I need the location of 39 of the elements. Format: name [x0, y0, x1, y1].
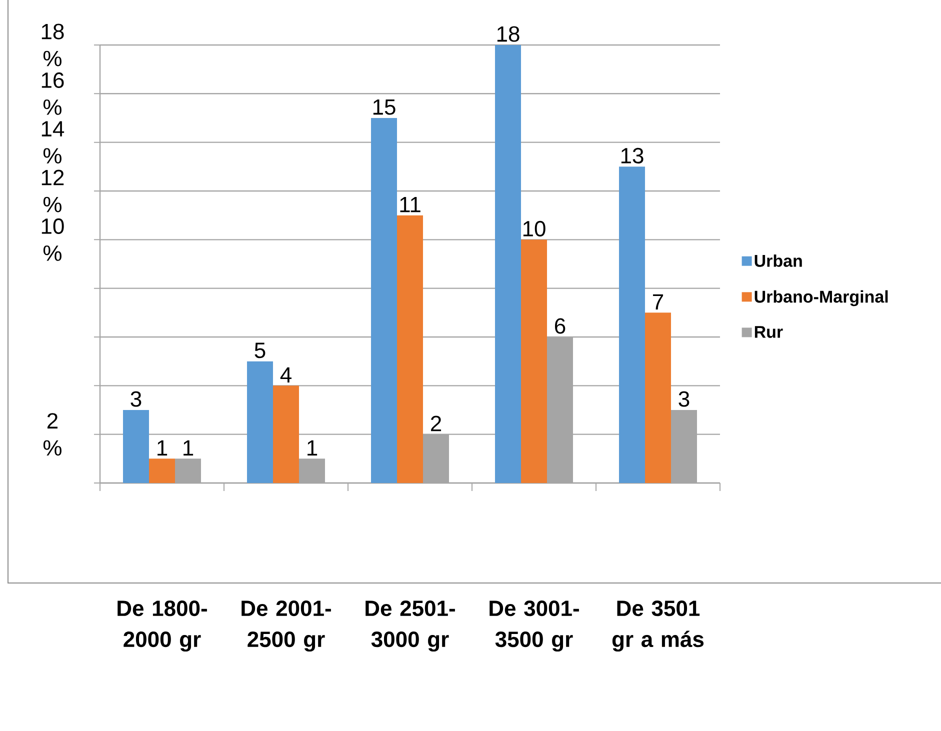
legend-label: Urbano-Marginal: [754, 290, 888, 306]
data-label: 5: [254, 342, 266, 358]
data-label: 6: [555, 318, 566, 334]
legend-label: Urban: [754, 254, 802, 267]
bar: [247, 361, 274, 483]
x-tick-label: De 2501-3000 gr: [366, 600, 455, 652]
bar: [149, 458, 176, 483]
data-label: 1: [158, 440, 168, 456]
y-tick-label: 2 %: [43, 413, 62, 456]
y-tick-label: 14 %: [42, 121, 64, 164]
data-label: 7: [653, 294, 664, 310]
bar: [521, 240, 548, 483]
bar: [123, 410, 150, 483]
data-label: 4: [280, 367, 292, 382]
y-tick-label: 12 %: [42, 170, 64, 212]
x-tick-label: De 1800-2000 gr: [118, 600, 207, 652]
x-tick-label: De 3001-3500 gr: [490, 600, 579, 652]
bar: [371, 118, 398, 483]
data-label: 13: [621, 148, 644, 164]
data-label: 3: [130, 391, 142, 407]
y-tick-label: 10 %: [42, 218, 64, 261]
data-label: 10: [523, 220, 546, 236]
legend-label: Rur: [754, 326, 783, 338]
data-label: 18: [497, 26, 520, 42]
bar: [397, 215, 424, 483]
y-tick-label: 18 %: [42, 24, 64, 66]
y-tick-label: 16 %: [42, 72, 64, 115]
data-label: 2: [431, 416, 442, 432]
x-tick-label: De 3501 gr a más: [612, 600, 704, 652]
data-label: 15: [373, 99, 396, 115]
data-label: 1: [308, 440, 318, 456]
bar: [495, 44, 522, 483]
data-label: 11: [400, 196, 420, 212]
bar: [273, 386, 299, 483]
data-label: 3: [678, 391, 690, 407]
bar: [645, 312, 672, 483]
data-label: 1: [184, 440, 194, 456]
x-tick-label: De 2001-2500 gr: [242, 600, 331, 652]
bar: [619, 166, 646, 483]
